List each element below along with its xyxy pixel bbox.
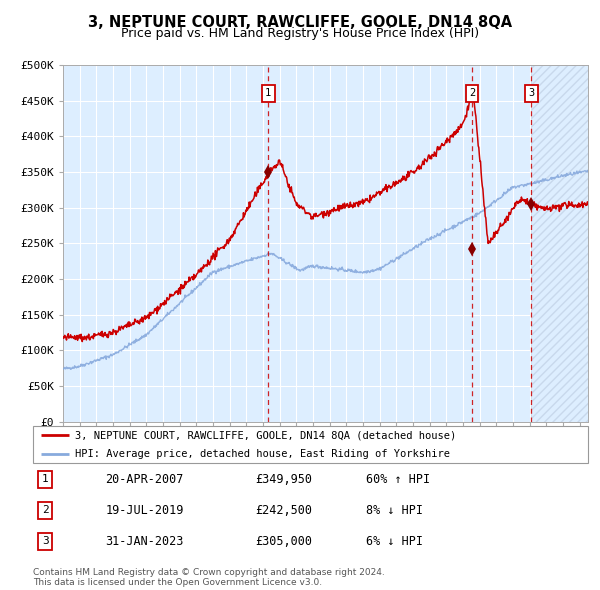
Text: 8% ↓ HPI: 8% ↓ HPI (366, 504, 423, 517)
Bar (531, 65, 588, 422)
Text: HPI: Average price, detached house, East Riding of Yorkshire: HPI: Average price, detached house, East… (74, 449, 449, 459)
Text: 1: 1 (42, 474, 49, 484)
Text: 2: 2 (469, 88, 475, 99)
Text: 31-JAN-2023: 31-JAN-2023 (105, 535, 184, 548)
FancyBboxPatch shape (33, 426, 588, 463)
Text: Price paid vs. HM Land Registry's House Price Index (HPI): Price paid vs. HM Land Registry's House … (121, 27, 479, 40)
Text: £305,000: £305,000 (255, 535, 312, 548)
Text: 3: 3 (42, 536, 49, 546)
Text: 3, NEPTUNE COURT, RAWCLIFFE, GOOLE, DN14 8QA (detached house): 3, NEPTUNE COURT, RAWCLIFFE, GOOLE, DN14… (74, 430, 456, 440)
Text: 3: 3 (528, 88, 534, 99)
Text: 19-JUL-2019: 19-JUL-2019 (105, 504, 184, 517)
Text: 2: 2 (42, 506, 49, 515)
Text: 60% ↑ HPI: 60% ↑ HPI (366, 473, 430, 486)
Text: 1: 1 (265, 88, 271, 99)
Text: 3, NEPTUNE COURT, RAWCLIFFE, GOOLE, DN14 8QA: 3, NEPTUNE COURT, RAWCLIFFE, GOOLE, DN14… (88, 15, 512, 30)
Text: Contains HM Land Registry data © Crown copyright and database right 2024.
This d: Contains HM Land Registry data © Crown c… (33, 568, 385, 587)
Text: 20-APR-2007: 20-APR-2007 (105, 473, 184, 486)
Text: £242,500: £242,500 (255, 504, 312, 517)
Text: £349,950: £349,950 (255, 473, 312, 486)
Text: 6% ↓ HPI: 6% ↓ HPI (366, 535, 423, 548)
